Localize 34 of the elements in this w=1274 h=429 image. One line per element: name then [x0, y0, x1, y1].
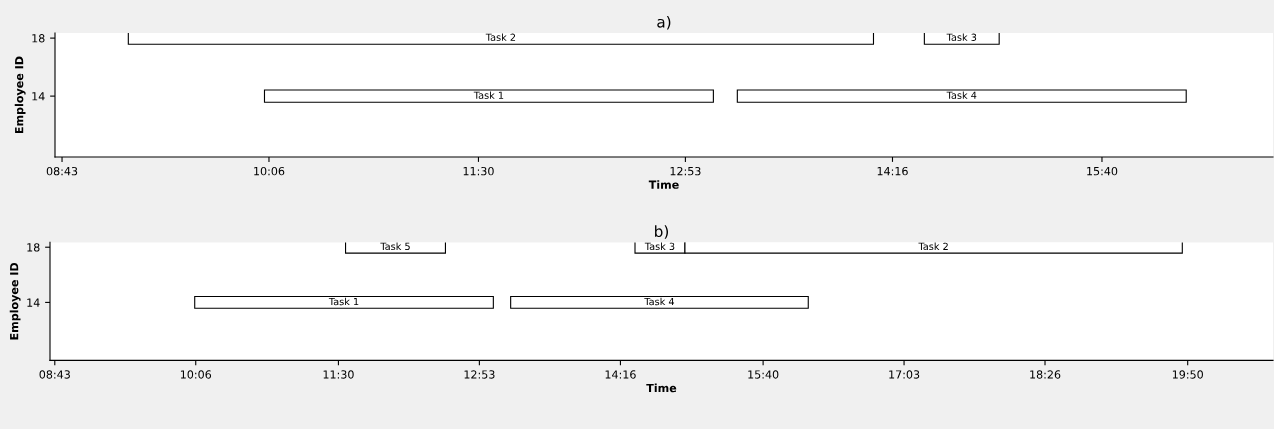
series-label: Task 3 [946, 33, 977, 41]
x-tick-label: 11:30 [463, 166, 494, 176]
chart-title: b) [655, 225, 669, 239]
x-tick-label: 12:53 [464, 370, 495, 379]
y-tick-label: 18 [27, 243, 40, 252]
series-label: Task 5 [380, 242, 410, 251]
chart-title: a) [657, 15, 671, 30]
x-tick-label: 17:03 [889, 370, 920, 379]
x-tick-label: 10:06 [254, 166, 285, 176]
x-axis-title: Time [648, 180, 679, 189]
series-label: Task 4 [644, 297, 675, 306]
series-label: Task 2 [918, 242, 948, 251]
series-label: Task 1 [328, 297, 359, 306]
y-tick-label: 14 [27, 298, 40, 307]
x-tick-label: 10:06 [180, 370, 212, 379]
x-tick-label: 14:16 [605, 370, 636, 379]
series-label: Task 2 [485, 33, 516, 41]
y-axis-title: Employee ID [14, 56, 26, 134]
x-tick-label: 15:40 [1087, 166, 1118, 176]
x-tick-label: 12:53 [670, 166, 701, 176]
series-label: Task 1 [473, 91, 504, 99]
y-axis-title: Employee ID [9, 262, 21, 340]
x-tick-label: 18:26 [1030, 370, 1061, 379]
y-tick-label: 18 [32, 34, 45, 43]
y-tick-label: 14 [32, 92, 45, 101]
x-tick-label: 19:50 [1172, 370, 1203, 379]
x-axis-title: Time [646, 383, 677, 393]
series-label: Task 3 [644, 242, 675, 251]
series-label: Task 4 [946, 91, 977, 99]
x-tick-label: 14:16 [877, 166, 908, 176]
x-tick-label: 08:43 [39, 370, 70, 379]
x-tick-label: 08:43 [46, 166, 78, 176]
x-tick-label: 11:30 [323, 370, 354, 379]
x-tick-label: 15:40 [748, 370, 779, 379]
